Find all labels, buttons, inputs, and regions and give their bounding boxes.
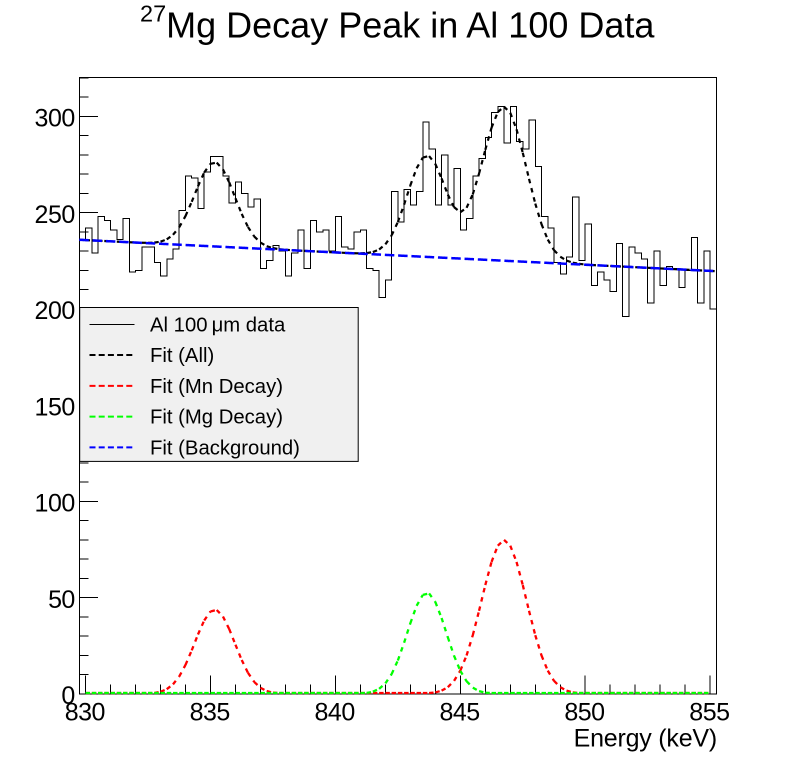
svg-text:150: 150: [35, 393, 76, 421]
svg-text:Al 100 μm data: Al 100 μm data: [150, 314, 286, 336]
svg-text:Fit (Mn Decay): Fit (Mn Decay): [150, 376, 283, 398]
svg-text:840: 840: [315, 699, 356, 727]
svg-text:200: 200: [35, 297, 76, 325]
svg-text:250: 250: [35, 201, 76, 229]
svg-text:300: 300: [35, 105, 76, 133]
svg-text:Energy (keV): Energy (keV): [574, 725, 718, 753]
svg-text:845: 845: [439, 699, 480, 727]
svg-text:0: 0: [61, 682, 75, 710]
svg-text:Fit (Background): Fit (Background): [150, 437, 300, 459]
svg-text:850: 850: [564, 699, 605, 727]
svg-text:27Mg Decay Peak in Al 100 Data: 27Mg Decay Peak in Al 100 Data: [140, 1, 655, 46]
svg-text:100: 100: [35, 490, 76, 518]
svg-text:Fit (All): Fit (All): [150, 345, 214, 367]
svg-text:855: 855: [689, 699, 730, 727]
svg-text:835: 835: [190, 699, 231, 727]
svg-text:50: 50: [48, 586, 75, 614]
svg-text:Fit (Mg Decay): Fit (Mg Decay): [150, 407, 283, 429]
svg-text:830: 830: [65, 699, 106, 727]
